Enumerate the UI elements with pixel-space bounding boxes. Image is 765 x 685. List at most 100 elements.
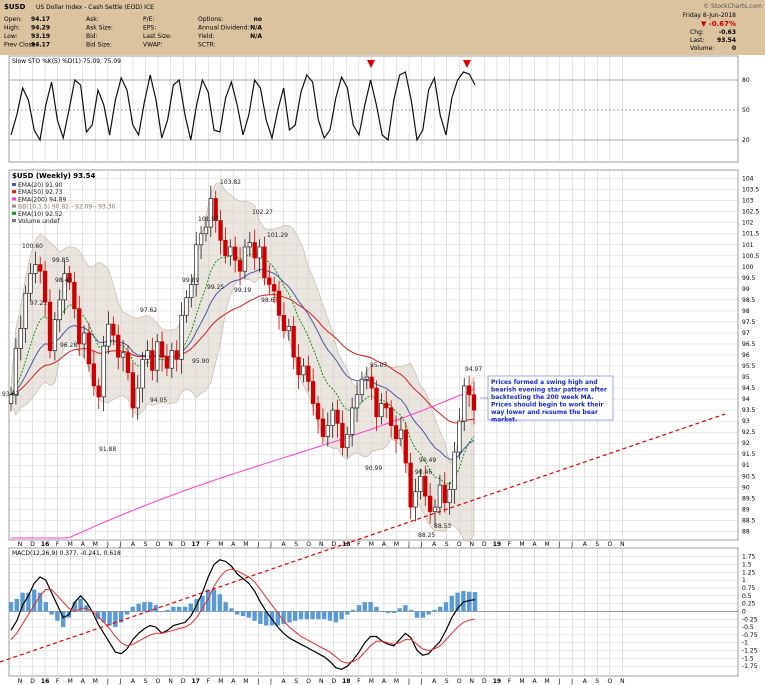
macd-histogram-bar xyxy=(438,606,443,612)
macd-histogram-bar xyxy=(368,602,373,612)
candle-body xyxy=(145,350,150,360)
candle-body xyxy=(247,242,252,248)
macd-histogram-bar xyxy=(165,609,170,612)
macd-histogram-bar xyxy=(61,611,66,628)
candle-body xyxy=(67,273,72,283)
x-tick-macd: F xyxy=(357,678,361,685)
x-tick-macd: J xyxy=(558,678,561,685)
candle-body xyxy=(233,246,238,261)
macd-histogram-bar xyxy=(374,606,379,612)
candle-body xyxy=(23,292,28,329)
candle-body xyxy=(335,409,340,424)
x-tick-price: D xyxy=(181,541,186,548)
watermark: © StockCharts.com xyxy=(703,3,762,10)
x-tick-macd: F xyxy=(56,678,60,685)
annotation-line: way lower and resume the bear xyxy=(491,409,598,416)
candle-body xyxy=(408,462,413,508)
x-tick-price: D xyxy=(482,541,487,548)
candle-body xyxy=(452,451,457,490)
x-tick-macd: J xyxy=(570,678,573,685)
x-tick-macd: 18 xyxy=(342,678,350,685)
x-tick-macd: A xyxy=(231,678,236,685)
price-y-tick: 103 xyxy=(742,198,754,205)
macd-y-tick: -1.75 xyxy=(742,663,758,670)
candle-body xyxy=(291,325,296,358)
col4-label-0: Options: xyxy=(198,16,223,23)
col1-value-3: 94.17 xyxy=(31,42,50,49)
x-tick-price: D xyxy=(331,541,336,548)
macd-histogram-bar xyxy=(43,602,48,612)
x-tick-price: M xyxy=(545,541,550,548)
price-y-tick: 91 xyxy=(742,462,750,469)
x-tick-macd: S xyxy=(144,678,148,685)
candle-body xyxy=(427,495,433,512)
ema200-line xyxy=(11,388,475,539)
candle-body xyxy=(398,429,404,440)
candle-body xyxy=(86,332,92,365)
sto-line xyxy=(10,71,476,142)
col2-label-1: Ask Size: xyxy=(86,25,113,32)
x-tick-macd: M xyxy=(218,678,223,685)
macd-histogram-bar xyxy=(20,592,25,612)
candle-body xyxy=(379,403,384,418)
candle-body xyxy=(194,244,199,285)
macd-histogram-bar xyxy=(472,592,478,612)
panel-frame-0 xyxy=(8,55,739,163)
annotation-line: bearish evening star pattern after xyxy=(491,387,607,394)
x-tick-macd: J xyxy=(257,678,260,685)
x-tick-price: A xyxy=(81,541,86,548)
macd-histogram-bar xyxy=(287,611,292,623)
macd-histogram-bar xyxy=(159,611,164,612)
x-tick-price: N xyxy=(319,541,324,548)
x-tick-price: A xyxy=(131,541,136,548)
candle-body xyxy=(101,345,106,398)
macd-y-tick: -0.75 xyxy=(742,632,758,639)
price-label: 94.05 xyxy=(150,397,167,404)
last-value: 93.54 xyxy=(717,37,736,44)
x-tick-macd: M xyxy=(93,678,98,685)
macd-histogram-bar xyxy=(351,609,356,612)
col4-value-0: no xyxy=(254,16,262,23)
candle-body xyxy=(252,242,257,259)
price-y-tick: 91.5 xyxy=(742,451,756,458)
legend-swatch xyxy=(12,190,16,194)
candle-body xyxy=(38,264,43,272)
candle-body xyxy=(72,281,77,310)
legend-swatch xyxy=(12,204,16,208)
candle-body xyxy=(159,341,165,358)
x-tick-price: N xyxy=(470,541,475,548)
macd-histogram-bar xyxy=(467,591,472,612)
candle-body xyxy=(272,284,277,292)
x-tick-price: J xyxy=(257,541,260,548)
price-label: 97.62 xyxy=(140,307,157,314)
macd-histogram-bar xyxy=(264,611,269,626)
candle-body xyxy=(296,356,301,376)
price-label: 93.63 xyxy=(2,391,19,398)
col4-label-3: SCTR: xyxy=(198,42,216,49)
macd-histogram-bar xyxy=(298,611,304,620)
col1-label-0: Open: xyxy=(4,16,22,23)
macd-histogram-bar xyxy=(49,611,54,615)
price-y-tick: 100.5 xyxy=(742,253,759,260)
annotation-line: Prices should begin to work their xyxy=(491,402,604,409)
candle-body xyxy=(471,394,477,411)
macd-histogram-bar xyxy=(275,611,280,626)
macd-histogram-bar xyxy=(252,611,257,621)
price-y-tick: 96 xyxy=(742,352,750,359)
x-tick-macd: S xyxy=(445,678,449,685)
price-y-tick: 89.5 xyxy=(742,495,756,502)
macd-histogram-bar xyxy=(304,611,309,620)
x-tick-macd: 17 xyxy=(192,678,200,685)
candle-body xyxy=(413,491,418,508)
candle-body xyxy=(47,301,53,351)
x-tick-macd: N xyxy=(620,678,625,685)
candle-body xyxy=(184,297,189,316)
x-tick-macd: M xyxy=(369,678,374,685)
legend-swatch xyxy=(12,197,16,201)
x-tick-macd: A xyxy=(583,678,588,685)
candle-body xyxy=(457,420,462,453)
x-tick-price: A xyxy=(231,541,236,548)
x-tick-macd: A xyxy=(382,678,387,685)
price-y-tick: 98.5 xyxy=(742,297,756,304)
legend-entry: EMA(200) 94.89 xyxy=(18,196,66,203)
